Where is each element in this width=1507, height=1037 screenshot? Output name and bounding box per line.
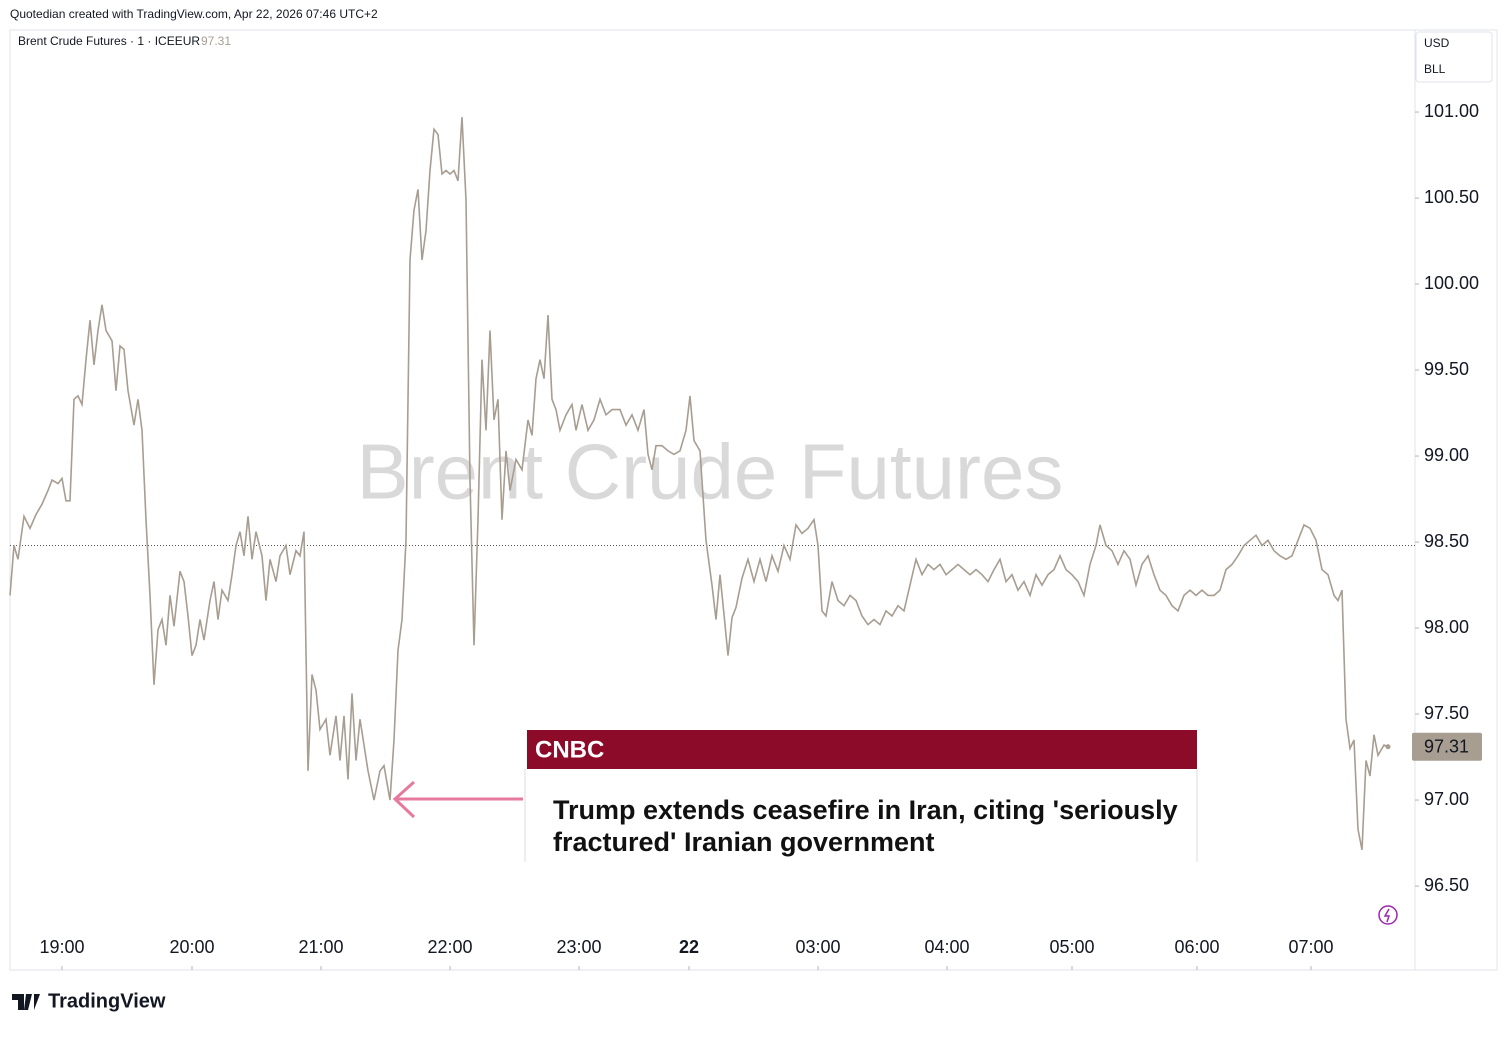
x-tick-label: 21:00 [298, 937, 343, 957]
brand-logo [12, 994, 40, 1010]
last-point [1385, 744, 1391, 750]
annotation: CNBC Trump extends ceasefire in Iran, ci… [523, 730, 1198, 862]
price-line [9, 117, 1389, 851]
watermark: Brent Crude Futures [357, 428, 1064, 516]
annotation-header [527, 730, 1197, 769]
x-tick-label: 23:00 [556, 937, 601, 957]
y-tick-label: 100.00 [1424, 273, 1479, 293]
icon-button[interactable] [1378, 905, 1398, 925]
x-tick-label: 20:00 [169, 937, 214, 957]
unit: BLL [1424, 62, 1446, 76]
x-tick-label: 22 [679, 937, 699, 957]
y-tick-label: 100.50 [1424, 187, 1479, 207]
y-tick-label: 97.00 [1424, 789, 1469, 809]
annotation-headline: Trump extends ceasefire in Iran, citing … [553, 795, 1178, 857]
headline-line: Trump extends ceasefire in Iran, citing … [553, 795, 1178, 825]
brand: TradingView [12, 990, 166, 1012]
header: Quotedian created with TradingView.com, … [10, 7, 378, 21]
brand-name: TradingView [48, 990, 166, 1012]
arrow-head [392, 780, 416, 819]
last-price-label: 97.31 [1424, 736, 1469, 756]
x-tick-label: 22:00 [427, 937, 472, 957]
legend-value: 97.31 [201, 34, 231, 48]
x-tick-label: 05:00 [1049, 937, 1094, 957]
currency: USD [1424, 36, 1450, 50]
y-tick-label: 99.50 [1424, 359, 1469, 379]
y-tick-label: 101.00 [1424, 101, 1479, 121]
y-tick-label: 97.50 [1424, 703, 1469, 723]
y-tick-label: 99.00 [1424, 445, 1469, 465]
y-tick-label: 98.50 [1424, 531, 1469, 551]
y-tick-label: 96.50 [1424, 875, 1469, 895]
x-tick-label: 06:00 [1174, 937, 1219, 957]
x-tick-label: 03:00 [795, 937, 840, 957]
unit-box[interactable] [1415, 31, 1493, 83]
last-price-box [1412, 732, 1482, 761]
frame [9, 29, 1498, 971]
headline-line: fractured' Iranian government [553, 827, 935, 857]
x-tick-label: 07:00 [1288, 937, 1333, 957]
annotation-source: CNBC [535, 736, 604, 763]
x-tick-label: 04:00 [924, 937, 969, 957]
annotation-arrow [392, 780, 523, 819]
x-tick-label: 19:00 [39, 937, 84, 957]
y-tick-label: 98.00 [1424, 617, 1469, 637]
icon-bolt [1383, 908, 1391, 923]
legend-label: Brent Crude Futures · 1 · ICEEUR [18, 34, 200, 48]
